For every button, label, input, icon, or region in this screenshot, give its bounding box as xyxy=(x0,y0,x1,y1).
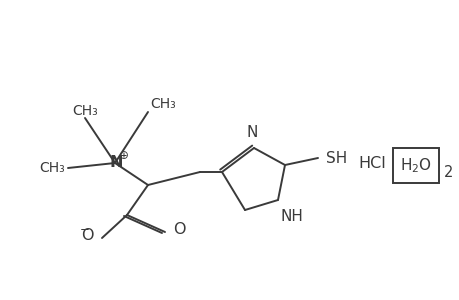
Text: N: N xyxy=(246,125,257,140)
Text: CH₃: CH₃ xyxy=(150,97,175,111)
Text: H$_2$O: H$_2$O xyxy=(399,156,431,175)
Text: −: − xyxy=(80,224,90,236)
Text: ⊕: ⊕ xyxy=(119,148,129,161)
Text: SH: SH xyxy=(325,151,347,166)
Text: O: O xyxy=(81,229,94,244)
Text: N: N xyxy=(109,154,123,169)
Text: CH₃: CH₃ xyxy=(72,104,98,118)
Text: CH₃: CH₃ xyxy=(39,161,65,175)
Text: O: O xyxy=(173,223,185,238)
Text: 2: 2 xyxy=(443,165,453,180)
Text: NH: NH xyxy=(280,209,303,224)
Bar xyxy=(392,148,438,183)
Text: HCl: HCl xyxy=(357,155,385,170)
